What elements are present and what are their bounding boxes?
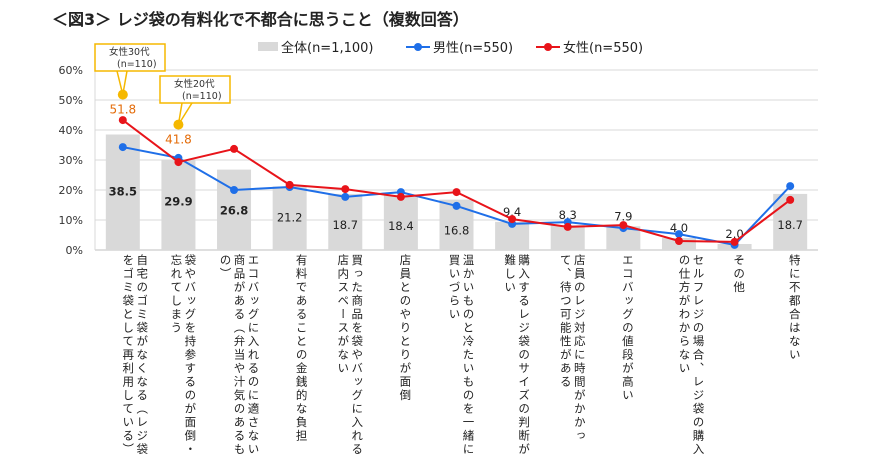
x-category-label: その他 [732, 254, 747, 295]
x-category-label: 特に不都合はない [787, 254, 802, 362]
line-point [118, 116, 127, 125]
bar-data-label: 16.8 [444, 224, 470, 238]
bar-data-label: 8.3 [559, 208, 577, 222]
callout-value: 51.8 [109, 103, 136, 117]
bar-data-label: 7.9 [614, 209, 632, 223]
callout-sub: (n=110) [117, 59, 157, 70]
x-category-label: セルフレジの場合、レジ袋の購入の仕方がわからない [677, 254, 706, 457]
x-category-label: エコバッグの値段が高い [620, 254, 635, 403]
x-category-label: 温かいものと冷たいものを一緒に買いづらい [447, 254, 476, 457]
line-point [730, 237, 739, 246]
legend-label: 男性(n=550) [433, 41, 513, 56]
line-point [674, 237, 683, 245]
line-point [341, 185, 350, 194]
callout-value: 41.8 [165, 133, 192, 147]
bar-data-label: 4.0 [670, 221, 688, 235]
line-point [452, 188, 461, 197]
bar-data-label: 29.9 [164, 194, 192, 208]
line-point [285, 180, 294, 189]
legend-marker [544, 43, 552, 51]
line-point [396, 192, 405, 201]
callout-point [117, 89, 128, 100]
line-point [786, 182, 795, 191]
callout-box [94, 43, 166, 72]
line-point [230, 144, 239, 153]
y-tick-label: 40% [59, 124, 83, 137]
line-point [619, 221, 628, 230]
y-tick-label: 50% [59, 94, 83, 107]
bar-data-label: 9.4 [503, 205, 521, 219]
bar [161, 160, 196, 250]
x-category-label: 店員のレジ対応に時間がかかって、待つ可能性がある [558, 254, 587, 443]
y-tick-label: 0% [66, 244, 83, 257]
callout-sub: (n=110) [182, 91, 222, 102]
line-point [118, 143, 127, 152]
callout-box [159, 75, 231, 104]
x-category-label: 袋やバッグを持参するのが面倒・忘れてしまう [169, 254, 198, 457]
bar [272, 186, 307, 250]
bar-data-label: 18.4 [388, 219, 414, 233]
legend-label: 全体(n=1,100) [281, 40, 374, 56]
y-tick-label: 10% [59, 214, 83, 227]
bar [383, 194, 418, 250]
chart-title: ＜図3＞ レジ袋の有料化で不都合に思うこと（複数回答） [52, 10, 469, 29]
bar-data-label: 26.8 [220, 204, 248, 218]
line-point [786, 195, 795, 204]
legend-label: 女性(n=550) [563, 40, 643, 56]
x-category-label: 有料であることの金銭的な負担 [294, 254, 309, 443]
x-category-label: 店員とのやりとりが面倒 [398, 254, 413, 403]
x-category-label: エコバッグに入れるのに適さない商品がある（弁当や汁気のあるもの） [218, 254, 261, 457]
callout-label: 女性20代 [174, 78, 215, 90]
callout-point [173, 119, 184, 130]
bar [606, 226, 641, 250]
line-point [452, 201, 461, 210]
callout-label: 女性30代 [109, 46, 150, 58]
legend-marker [414, 43, 422, 51]
y-tick-label: 60% [59, 64, 83, 77]
line-point [230, 186, 239, 194]
bar-data-label: 21.2 [277, 210, 303, 224]
y-tick-label: 20% [59, 184, 83, 197]
bar [105, 134, 140, 250]
line-point [674, 230, 683, 239]
y-tick-label: 30% [59, 154, 83, 167]
line-point [174, 158, 183, 167]
bar-data-label: 38.5 [109, 185, 137, 199]
line-point [563, 222, 572, 231]
bar-data-label: 18.7 [777, 218, 803, 232]
legend-swatch [258, 42, 278, 51]
line-point [508, 215, 517, 224]
bar-data-label: 18.7 [332, 218, 358, 232]
x-category-label: 購入するレジ袋のサイズの判断が難しい [503, 254, 532, 457]
bar [328, 193, 363, 250]
x-category-label: 自宅のゴミ袋がなくなる（レジ袋をゴミ袋として再利用している） [121, 254, 150, 457]
line-point [341, 192, 350, 201]
x-category-label: 買った商品を袋やバッグに入れる店内スペースがない [336, 254, 365, 457]
